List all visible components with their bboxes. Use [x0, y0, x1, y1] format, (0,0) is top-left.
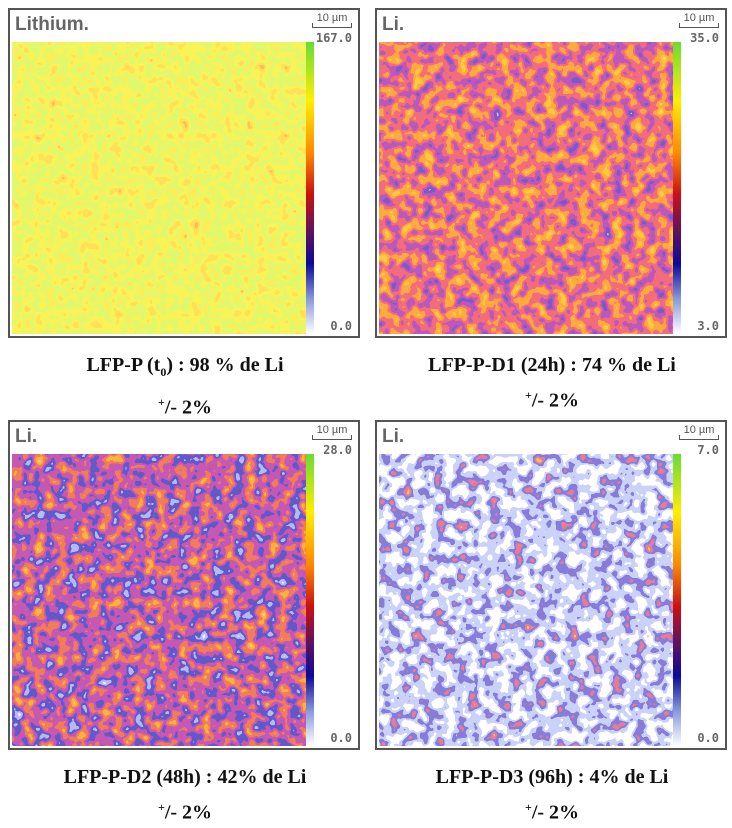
element-map: [379, 454, 673, 746]
error-sign: +: [524, 800, 532, 814]
min-value: 0.0: [697, 731, 719, 745]
caption: LFP-P-D1 (24h) : 74 % de Li +/- 2%: [369, 350, 732, 416]
scale-bar: 10 µm: [312, 12, 352, 28]
max-value: 35.0: [690, 31, 719, 45]
min-value: 0.0: [330, 319, 352, 333]
element-label: Li.: [15, 426, 38, 447]
error-text: /- 2%: [531, 801, 580, 824]
error-text: /- 2%: [164, 396, 213, 419]
caption-text: LFP-P-D1 (24h) : 74 % de Li: [428, 354, 676, 376]
element-label: Lithium.: [15, 14, 89, 35]
map-panel: Li. 10 µm 28.0 0.0: [8, 420, 360, 750]
scale-label: 10 µm: [683, 12, 715, 24]
caption-text: LFP-P (t: [86, 354, 161, 376]
scale-bar: 10 µm: [679, 424, 719, 440]
scale-label: 10 µm: [683, 424, 715, 436]
caption-text: LFP-P-D3 (96h) : 4% de Li: [435, 766, 669, 788]
min-value: 3.0: [697, 319, 719, 333]
error-text: /- 2%: [531, 389, 580, 412]
element-map: [12, 42, 306, 334]
color-bar: [306, 454, 314, 746]
caption-text: LFP-P-D2 (48h) : 42% de Li: [63, 766, 307, 788]
min-value: 0.0: [330, 731, 352, 745]
element-label: Li.: [382, 426, 405, 447]
caption-subscript: 0: [160, 365, 167, 379]
map-panel: Lithium. 10 µm 167.0 0.0: [8, 8, 360, 338]
caption: LFP-P (t0) : 98 % de Li +/- 2%: [2, 350, 368, 423]
scale-label: 10 µm: [316, 424, 348, 436]
caption-text: ) : 98 % de Li: [166, 354, 284, 376]
caption: LFP-P-D3 (96h) : 4% de Li +/- 2%: [369, 762, 732, 828]
max-value: 167.0: [315, 31, 352, 45]
error-text: /- 2%: [164, 801, 213, 824]
caption: LFP-P-D2 (48h) : 42% de Li +/- 2%: [2, 762, 368, 828]
map-panel: Li. 10 µm 35.0 3.0: [375, 8, 727, 338]
color-bar: [673, 454, 681, 746]
element-label: Li.: [382, 14, 405, 35]
element-map: [12, 454, 306, 746]
error-sign: +: [157, 800, 165, 814]
scale-label: 10 µm: [316, 12, 348, 24]
scale-bar: 10 µm: [312, 424, 352, 440]
max-value: 28.0: [323, 443, 352, 457]
element-map: [379, 42, 673, 334]
scale-bar: 10 µm: [679, 12, 719, 28]
color-bar: [673, 42, 681, 334]
error-sign: +: [524, 388, 532, 402]
map-panel: Li. 10 µm 7.0 0.0: [375, 420, 727, 750]
color-bar: [306, 42, 314, 334]
max-value: 7.0: [697, 443, 719, 457]
error-sign: +: [157, 395, 165, 409]
